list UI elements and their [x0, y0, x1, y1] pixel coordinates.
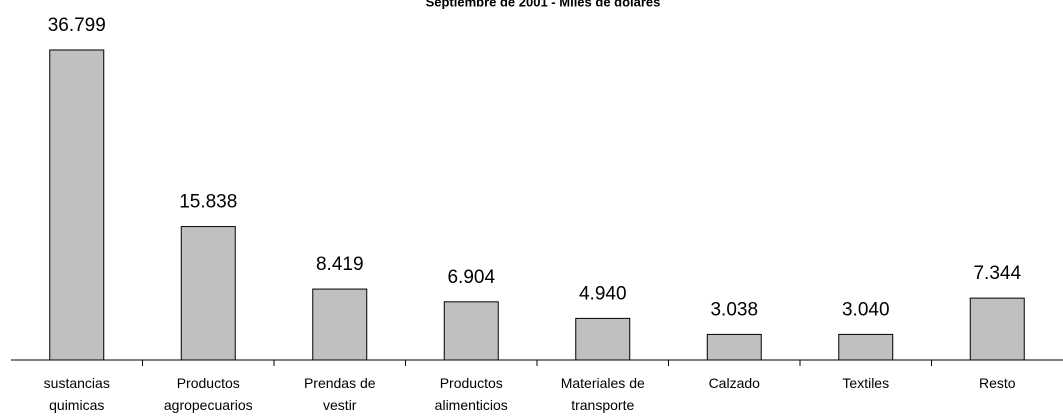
x-tick-label: Materiales de transporte	[560, 375, 645, 413]
x-tick-label: Productos agropecuarios	[163, 375, 253, 413]
x-tick-label: Productos alimenticios	[434, 375, 508, 413]
bar	[443, 301, 499, 361]
bar	[312, 288, 368, 361]
x-tick-label: Prendas de vestir	[303, 375, 376, 413]
value-label: 6.904	[447, 267, 495, 288]
value-label: 8.419	[316, 254, 364, 275]
value-label: 3.040	[842, 299, 890, 320]
value-label: 15.838	[179, 192, 237, 213]
bar	[838, 333, 894, 361]
bar	[969, 297, 1025, 361]
x-tick-label: Resto	[978, 375, 1016, 391]
value-label: 7.344	[973, 263, 1021, 284]
x-tick-label: sustancias quimicas	[43, 375, 110, 413]
bar	[49, 49, 105, 361]
value-label: 3.038	[710, 299, 758, 320]
x-tick-label: Calzado	[708, 375, 760, 391]
bar	[706, 333, 762, 361]
value-label: 4.940	[579, 283, 627, 304]
value-label: 36.799	[48, 15, 106, 36]
bar	[575, 317, 631, 361]
x-tick-label: Textiles	[842, 375, 890, 391]
bar	[180, 226, 236, 361]
chart-title: Septiembre de 2001 - Miles de dólares	[426, 0, 661, 9]
